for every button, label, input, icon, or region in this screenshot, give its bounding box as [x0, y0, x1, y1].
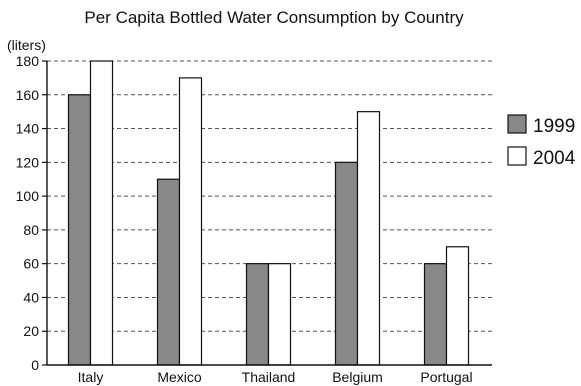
- bars: [67, 60, 470, 366]
- bar-mexico-1999: [156, 178, 181, 366]
- y-axis-unit-label: (liters): [7, 37, 46, 53]
- legend-swatch-1999: [507, 114, 527, 134]
- y-tick-label: 20: [23, 323, 39, 339]
- legend-label: 2004: [533, 148, 576, 169]
- bar-italy-2004: [89, 60, 114, 366]
- bar-belgium-1999: [334, 161, 359, 366]
- x-axis-categories: Italy Mexico Thailand Belgium Portugal: [78, 369, 473, 385]
- y-tick-label: 140: [16, 121, 40, 137]
- category-label: Portugal: [420, 369, 472, 385]
- bar-thailand-2004: [267, 263, 292, 366]
- y-tick-label: 0: [31, 357, 39, 373]
- bar-thailand-1999: [245, 263, 270, 366]
- legend-label: 1999: [533, 116, 575, 137]
- bar-mexico-2004: [178, 77, 203, 366]
- bar-italy-1999: [67, 94, 92, 366]
- y-tick-label: 160: [16, 87, 40, 103]
- y-tick-label: 120: [16, 154, 40, 170]
- y-tick-label: 180: [16, 53, 40, 69]
- category-label: Italy: [78, 369, 104, 385]
- bar-belgium-2004: [356, 111, 381, 366]
- category-label: Mexico: [157, 369, 202, 385]
- legend: 1999 2004: [507, 114, 576, 169]
- chart-title: Per Capita Bottled Water Consumption by …: [84, 8, 464, 27]
- y-axis-ticks: 0 20 40 60 80 100 120 140 160 180: [16, 53, 47, 373]
- y-tick-label: 60: [23, 256, 39, 272]
- y-tick-label: 80: [23, 222, 39, 238]
- y-tick-label: 40: [23, 289, 39, 305]
- category-label: Thailand: [242, 369, 296, 385]
- legend-swatch-2004: [507, 146, 527, 166]
- bar-portugal-2004: [445, 246, 470, 366]
- y-tick-label: 100: [16, 188, 40, 204]
- bar-portugal-1999: [423, 263, 448, 366]
- category-label: Belgium: [332, 369, 383, 385]
- axes: [46, 61, 492, 366]
